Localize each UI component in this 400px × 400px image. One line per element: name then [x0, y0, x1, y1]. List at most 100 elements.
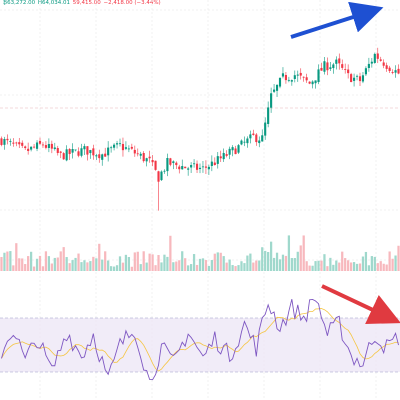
candle-body	[166, 158, 169, 172]
candle-body	[222, 152, 225, 160]
candle-body	[187, 168, 190, 170]
candle-body	[145, 158, 148, 162]
candle-body	[169, 158, 172, 165]
candle-body	[379, 59, 382, 61]
volume-bar	[317, 260, 320, 271]
volume-bar	[101, 259, 104, 271]
volume-bar	[305, 261, 308, 271]
candle-body	[181, 166, 184, 170]
candle-body	[110, 147, 113, 149]
volume-bar	[0, 257, 3, 271]
candle-body	[6, 138, 9, 141]
volume-bar	[370, 256, 373, 271]
volume-bar	[338, 262, 341, 271]
candle-body	[255, 134, 258, 143]
volume-bar	[6, 251, 9, 271]
candle-body	[121, 143, 125, 151]
candle-body	[53, 147, 56, 150]
candle-body	[267, 107, 270, 124]
candle-body	[281, 73, 285, 77]
candle-body	[382, 62, 385, 66]
rsi-panel	[1, 299, 399, 381]
volume-bar	[234, 266, 237, 271]
volume-bar	[252, 262, 255, 271]
candle-body	[270, 93, 273, 108]
rsi-range-fill	[0, 318, 400, 372]
candle-body	[219, 156, 222, 159]
candle-body	[21, 142, 24, 146]
volume-bar	[267, 252, 270, 271]
volume-bar	[133, 252, 136, 271]
candle-body	[204, 166, 207, 168]
candle-body	[127, 148, 130, 150]
volume-bar	[115, 265, 119, 271]
candle-body	[355, 75, 359, 77]
volume-bar	[355, 263, 359, 271]
volume-bar	[53, 257, 56, 271]
candle-body	[124, 147, 127, 149]
candle-body	[258, 140, 261, 144]
candle-body	[264, 122, 267, 136]
volume-bar	[308, 265, 311, 271]
candle-body	[33, 146, 36, 148]
volume-bar	[391, 258, 394, 271]
volume-bar	[184, 258, 187, 271]
volume-bar	[222, 256, 225, 271]
candle-body	[231, 147, 234, 151]
candle-body	[225, 154, 228, 156]
volume-bar	[246, 255, 249, 271]
volume-bar	[71, 260, 74, 271]
candle-body	[190, 165, 193, 168]
candle-body	[74, 149, 77, 151]
volume-bar	[65, 257, 68, 271]
volume-bar	[38, 255, 42, 271]
volume-bar	[118, 256, 122, 271]
candle-body	[394, 70, 397, 73]
volume-bar	[32, 266, 36, 271]
candle-body	[373, 53, 376, 63]
volume-bar	[160, 262, 163, 271]
candle-body	[107, 147, 110, 156]
candle-body	[133, 149, 136, 154]
volume-bar	[169, 235, 172, 271]
candle-body	[142, 153, 145, 162]
volume-bar	[361, 256, 365, 271]
candle-body	[50, 143, 53, 149]
candle-body	[296, 74, 299, 76]
volume-bar	[320, 260, 323, 271]
volume-bar	[231, 265, 234, 271]
volume-bar	[9, 251, 12, 271]
volume-bar	[204, 260, 208, 271]
volume-bar	[296, 251, 299, 271]
candle-body	[302, 76, 305, 78]
candle-body	[115, 143, 119, 145]
volume-bar	[15, 243, 18, 271]
high-value: H64,034.01	[37, 0, 70, 6]
volume-bar	[349, 262, 353, 271]
volume-bar	[198, 258, 202, 271]
volume-bar	[326, 266, 329, 271]
candle-body	[27, 148, 30, 151]
volume-bar	[50, 263, 53, 271]
candle-body	[341, 64, 344, 68]
candle-body	[56, 148, 59, 153]
volume-bar	[219, 252, 222, 271]
candle-body	[136, 153, 139, 155]
candle-body	[243, 141, 246, 143]
candle-body	[273, 89, 276, 92]
candle-body	[101, 154, 104, 160]
candle-body	[388, 67, 391, 71]
candle-body	[367, 63, 370, 69]
candle-body	[148, 156, 151, 159]
candle-body	[15, 142, 18, 144]
candle-body	[314, 80, 317, 84]
volume-bar	[178, 260, 181, 271]
candle-body	[175, 162, 178, 166]
candle-body	[118, 143, 122, 145]
volume-bar	[18, 258, 21, 271]
candle-body	[198, 167, 202, 170]
volume-bar	[258, 260, 261, 271]
volume-bar	[104, 251, 107, 271]
volume-bar	[35, 258, 39, 271]
